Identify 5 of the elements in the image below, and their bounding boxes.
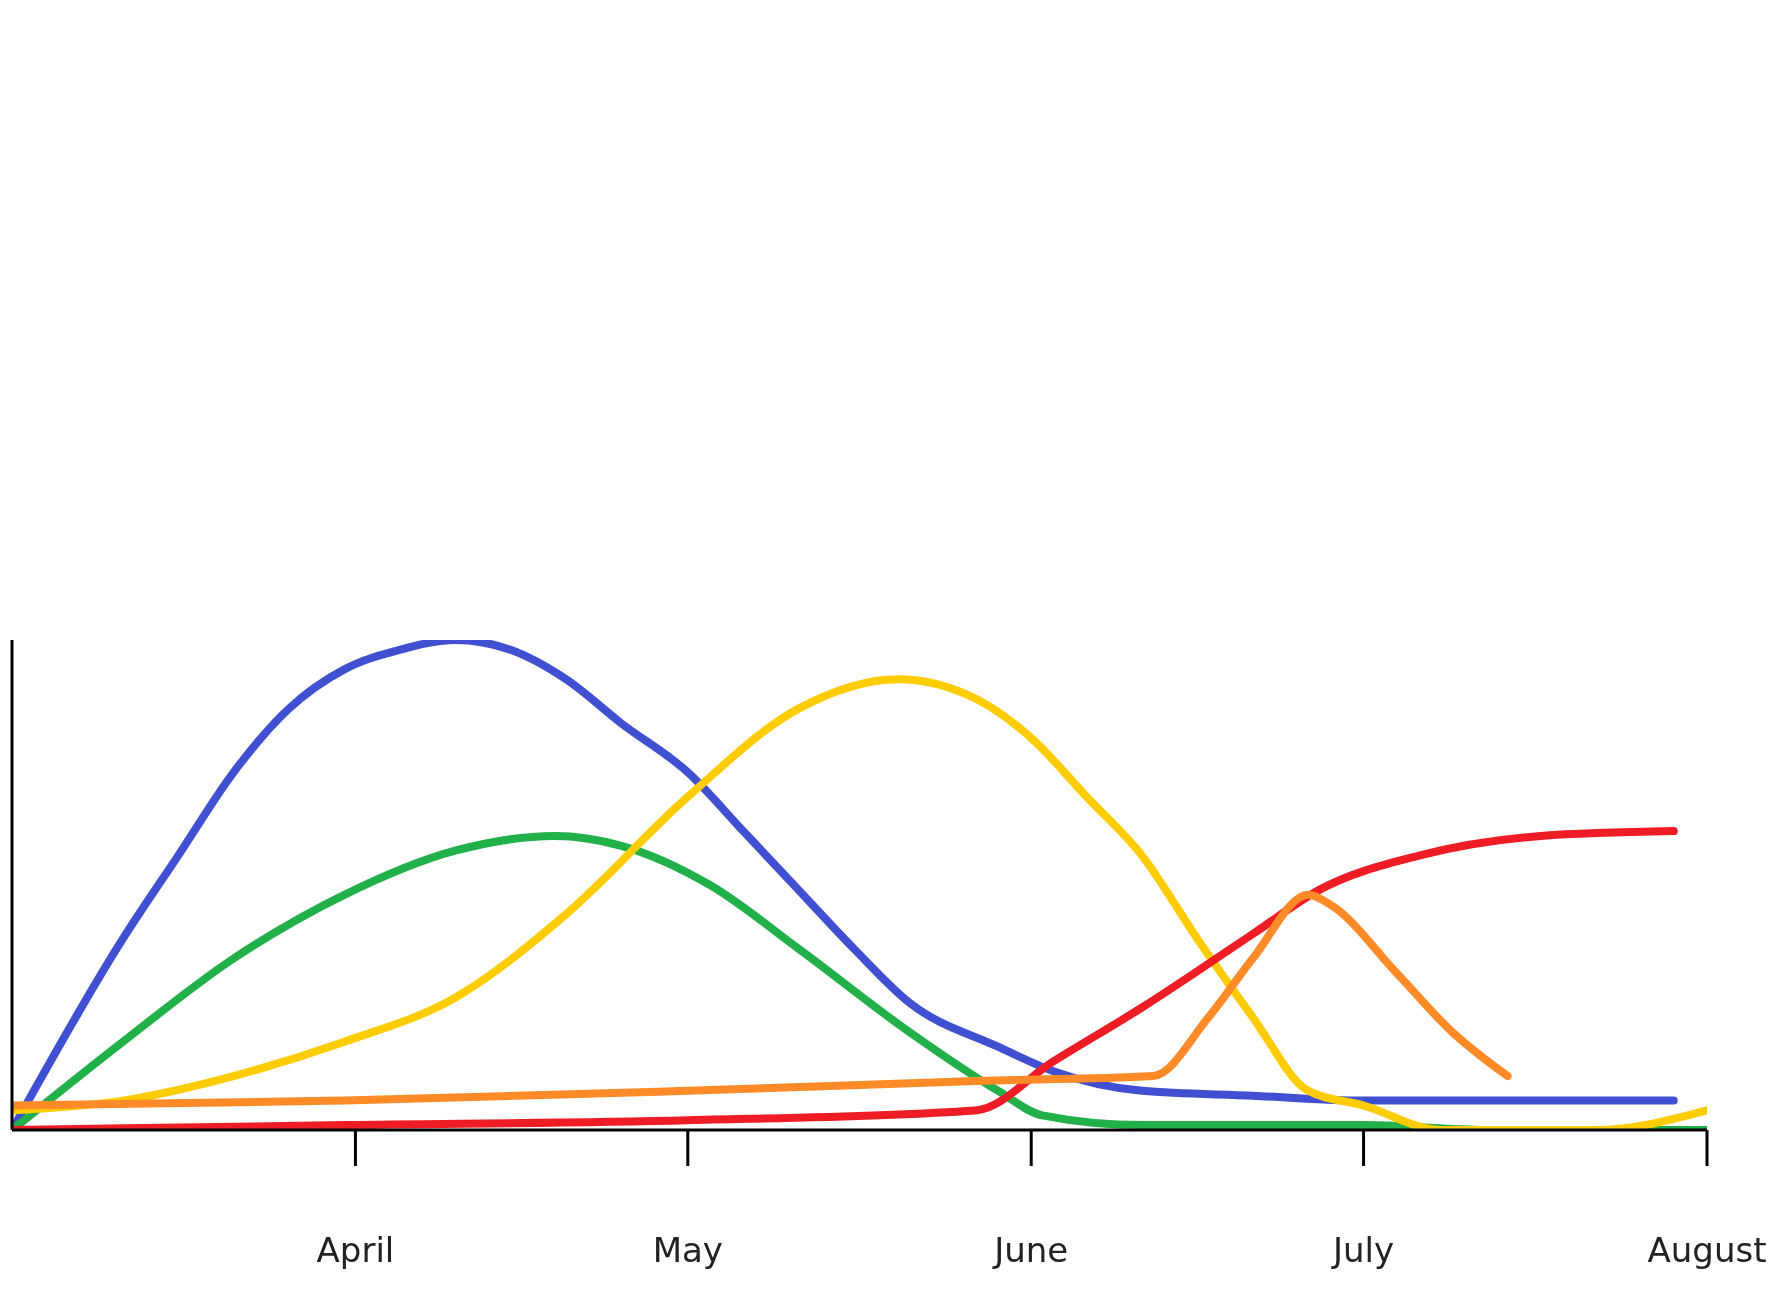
x-tick-label: May — [652, 1230, 723, 1271]
x-tick-label: April — [316, 1230, 395, 1271]
x-tick-label: August — [1647, 1230, 1767, 1271]
x-tick-label: July — [1330, 1230, 1395, 1271]
x-tick-label: June — [992, 1230, 1069, 1271]
